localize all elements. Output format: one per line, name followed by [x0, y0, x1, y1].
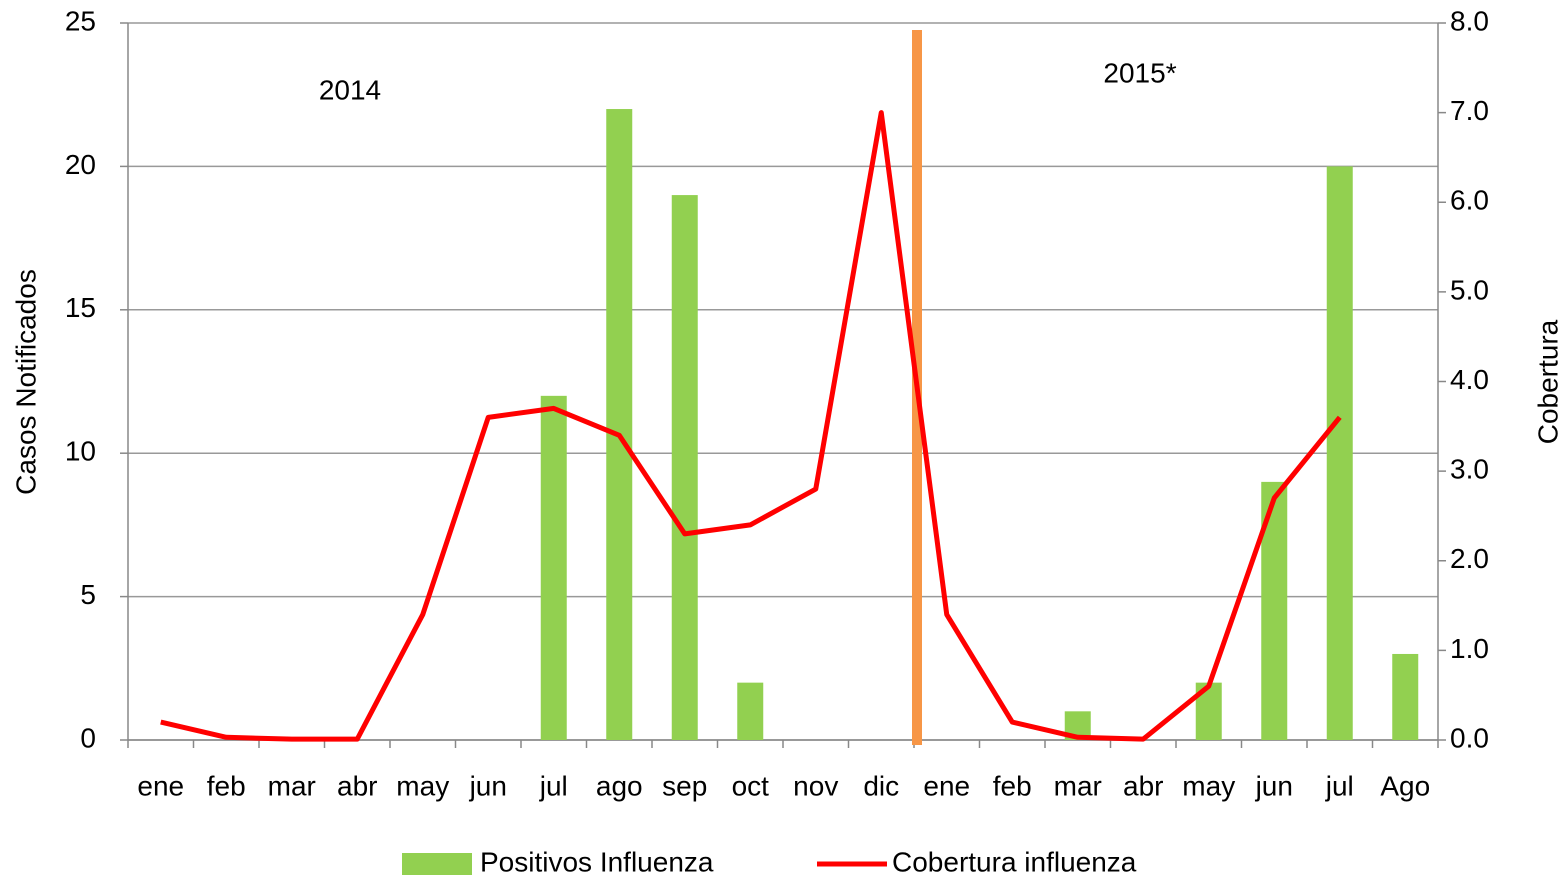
annotation: 2014 [319, 74, 381, 105]
y-tick-label: 5 [80, 579, 96, 610]
y2-tick-label: 5.0 [1450, 274, 1489, 305]
x-tick-label: mar [268, 770, 316, 801]
x-tick-label: ago [596, 770, 643, 801]
y2-tick-label: 0.0 [1450, 722, 1489, 753]
y-tick-label: 15 [65, 292, 96, 323]
y-tick-label: 20 [65, 149, 96, 180]
y2-axis-label: Cobertura [1532, 319, 1563, 444]
x-tick-label: Ago [1380, 770, 1430, 801]
y2-tick-label: 3.0 [1450, 454, 1489, 485]
x-tick-label: feb [207, 770, 246, 801]
x-tick-label: sep [662, 770, 707, 801]
y2-tick-label: 1.0 [1450, 633, 1489, 664]
bar [540, 395, 567, 740]
x-tick-label: jun [469, 770, 507, 801]
x-tick-label: oct [732, 770, 770, 801]
x-tick-label: feb [993, 770, 1032, 801]
x-tick-label: jul [1325, 770, 1354, 801]
annotation: 2015* [1103, 57, 1176, 88]
x-tick-label: ene [923, 770, 970, 801]
y-tick-label: 0 [80, 722, 96, 753]
line [160, 110, 1342, 742]
bar [671, 195, 698, 740]
y-tick-label: 25 [65, 5, 96, 36]
y2-tick-label: 7.0 [1450, 95, 1489, 126]
legend-label: Cobertura influenza [892, 846, 1137, 877]
bar [1326, 166, 1353, 740]
legend-swatch [402, 853, 472, 875]
x-tick-label: jul [539, 770, 568, 801]
x-tick-label: abr [337, 770, 377, 801]
y2-tick-label: 2.0 [1450, 543, 1489, 574]
bar [1392, 653, 1419, 740]
x-tick-label: jun [1255, 770, 1293, 801]
x-tick-label: dic [863, 770, 899, 801]
x-tick-label: mar [1054, 770, 1102, 801]
x-tick-label: nov [793, 770, 838, 801]
bar [737, 682, 764, 740]
y-axis-label: Casos Notificados [10, 269, 41, 495]
y2-tick-label: 8.0 [1450, 5, 1489, 36]
y2-tick-label: 4.0 [1450, 364, 1489, 395]
y-tick-label: 10 [65, 436, 96, 467]
legend-label: Positivos Influenza [480, 846, 714, 877]
y2-tick-label: 6.0 [1450, 185, 1489, 216]
x-tick-label: abr [1123, 770, 1163, 801]
x-tick-label: ene [137, 770, 184, 801]
x-tick-label: may [1182, 770, 1235, 801]
x-tick-label: may [396, 770, 449, 801]
bar [606, 109, 633, 741]
